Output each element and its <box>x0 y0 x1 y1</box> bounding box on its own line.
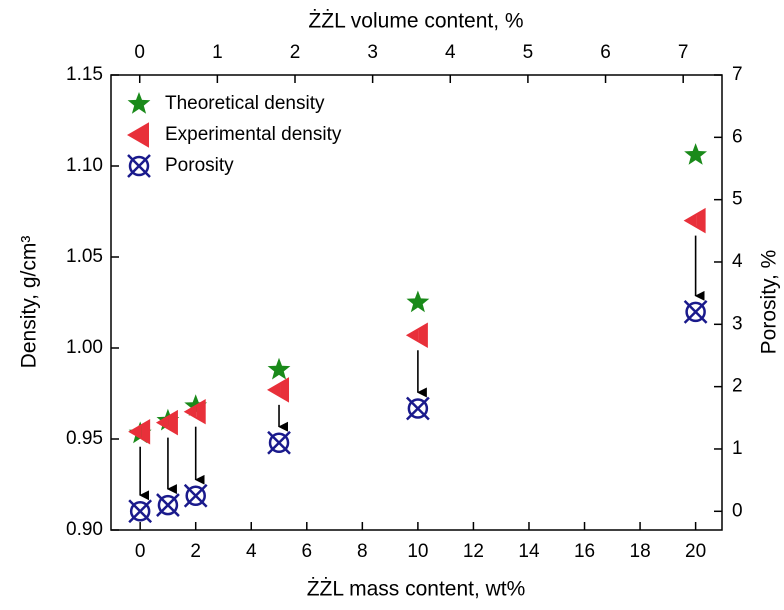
x2-axis-label: ŻŻL volume content, % <box>308 10 523 33</box>
marker-circle <box>268 432 290 453</box>
x-tick-label: 12 <box>463 541 484 562</box>
x2-tick-label: 3 <box>367 42 378 63</box>
x-tick-label: 8 <box>357 541 368 562</box>
x2-tick-label: 2 <box>290 42 301 63</box>
x2-tick-label: 1 <box>212 42 223 63</box>
star-marker <box>127 92 151 114</box>
x-axis-label: ŻŻL mass content, wt% <box>307 578 526 601</box>
marker-circle <box>128 155 150 177</box>
y2-tick-label: 1 <box>732 438 743 459</box>
x-tick-label: 2 <box>190 541 201 562</box>
marker-half <box>418 324 427 347</box>
x2-tick-label: 0 <box>134 42 145 63</box>
crossed-circle-marker <box>267 430 291 455</box>
y2-tick-label: 0 <box>732 500 743 521</box>
star-marker <box>684 143 707 165</box>
y-tick-label: 1.15 <box>66 64 103 85</box>
x-tick-label: 4 <box>246 541 257 562</box>
y2-tick-label: 7 <box>732 64 743 85</box>
series <box>128 143 707 444</box>
marker-circle <box>685 301 706 323</box>
marker-cross <box>683 299 708 324</box>
marker-circle <box>407 398 429 419</box>
legend-item: Experimental density <box>127 122 342 148</box>
marker-fill <box>157 415 169 430</box>
y-tick-label: 0.95 <box>66 428 103 449</box>
y2-tick-label: 4 <box>732 251 743 272</box>
marker-cross <box>406 396 430 421</box>
crossed-circle-marker <box>127 154 151 178</box>
marker-circle <box>157 494 179 516</box>
legend-label: Porosity <box>165 155 234 176</box>
marker-fill <box>129 128 140 142</box>
x-tick-label: 16 <box>574 541 595 562</box>
marker-cross <box>183 483 208 508</box>
y2-tick-label: 6 <box>732 126 743 147</box>
marker-half <box>196 400 205 423</box>
y-tick-label: 1.05 <box>66 246 103 267</box>
half-triangle-marker <box>405 322 428 348</box>
x-tick-label: 0 <box>135 541 146 562</box>
half-triangle-marker <box>128 418 151 445</box>
marker-circle <box>129 501 151 522</box>
marker-fill <box>185 404 197 419</box>
crossed-circle-marker <box>128 499 153 524</box>
marker-cross <box>127 154 151 178</box>
y-tick-label: 0.90 <box>66 519 103 540</box>
legend-item: Theoretical density <box>127 92 325 114</box>
half-triangle-marker <box>183 398 206 425</box>
marker-half <box>280 378 289 401</box>
marker-fill <box>269 382 281 397</box>
x-tick-label: 6 <box>302 541 313 562</box>
x2-tick-label: 4 <box>445 42 456 63</box>
y-tick-label: 1.00 <box>66 337 103 358</box>
marker-half <box>141 420 150 443</box>
series <box>128 299 708 524</box>
x-tick-label: 18 <box>630 541 651 562</box>
marker-half <box>168 411 177 434</box>
x-tick-label: 14 <box>518 541 540 562</box>
star-marker <box>406 290 430 313</box>
marker-half <box>140 124 148 146</box>
half-triangle-marker <box>683 207 706 234</box>
marker-circle <box>185 485 206 506</box>
y-axis-label: Density, g/cm³ <box>18 236 41 369</box>
marker-cross <box>128 499 153 524</box>
half-triangle-marker <box>127 122 149 148</box>
legend-label: Experimental density <box>165 124 342 145</box>
marker-half <box>696 209 705 232</box>
series <box>128 207 706 445</box>
y2-tick-label: 3 <box>732 313 743 334</box>
y2-tick-label: 2 <box>732 376 743 397</box>
x-tick-label: 20 <box>685 541 706 562</box>
x2-tick-label: 5 <box>523 42 534 63</box>
crossed-circle-marker <box>183 483 208 508</box>
star-marker <box>267 357 291 380</box>
x2-tick-label: 7 <box>678 42 689 63</box>
y-tick-label: 1.10 <box>66 155 103 176</box>
legend-label: Theoretical density <box>165 93 325 114</box>
x-tick-label: 10 <box>407 541 428 562</box>
plot-frame <box>110 74 723 531</box>
marker-fill <box>130 424 142 439</box>
marker-cross <box>267 430 291 455</box>
half-triangle-marker <box>155 409 178 436</box>
marker-fill <box>407 328 419 343</box>
x2-tick-label: 6 <box>600 42 611 63</box>
y2-tick-label: 5 <box>732 189 743 210</box>
crossed-circle-marker <box>683 299 708 324</box>
crossed-circle-marker <box>156 493 180 517</box>
y2-axis-label: Porosity, % <box>758 250 781 355</box>
crossed-circle-marker <box>406 396 430 421</box>
legend-item: Porosity <box>127 154 234 178</box>
marker-fill <box>685 213 697 228</box>
half-triangle-marker <box>267 377 290 403</box>
marker-cross <box>156 493 180 517</box>
